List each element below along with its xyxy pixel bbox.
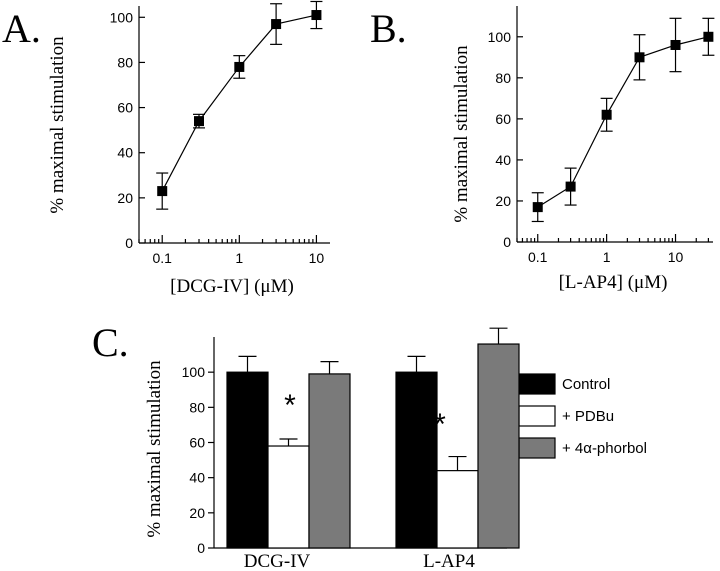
panel-a-x-tick-label: 0.1 <box>152 250 172 266</box>
panel-a-y-tick-label: 100 <box>110 9 134 25</box>
panel-a-x-tick-label: 1 <box>235 250 243 266</box>
legend-swatch-4a-phorbol <box>518 437 556 459</box>
panel-b-y-tick-label: 60 <box>495 111 511 127</box>
panel-c-y-tick-label: 60 <box>189 435 205 451</box>
legend-item-control: Control <box>518 373 610 395</box>
panel-b-data-point <box>532 202 543 213</box>
panel-c-y-tick-label: 100 <box>182 364 206 380</box>
panel-b-letter: B. <box>370 6 407 51</box>
legend-item-pdbu: + PDBu <box>518 405 614 427</box>
panel-b-data-point <box>565 181 576 192</box>
panel-b-xlabel: [L-AP4] (μM) <box>559 272 668 293</box>
panel-b-data-point <box>634 52 645 63</box>
panel-a-y-tick-label: 60 <box>117 100 133 116</box>
legend-swatch-pdbu <box>518 405 556 427</box>
panel-c-letter: C. <box>92 320 129 365</box>
panel-b-x-tick-label: 10 <box>668 249 684 265</box>
panel-a-data-point <box>193 116 204 127</box>
panel-c-bar <box>477 343 520 549</box>
panel-c-y-tick-label: 40 <box>189 470 205 486</box>
legend-label-4a-phorbol: + 4α-phorbol <box>562 440 647 457</box>
panel-c-bar <box>226 371 269 549</box>
panel-a-y-tick-label: 20 <box>117 190 133 206</box>
panel-b-y-tick-label: 40 <box>495 152 511 168</box>
legend-swatch-control <box>518 373 556 395</box>
panel-a-xlabel: [DCG-IV] (μM) <box>170 276 294 297</box>
panel-c-y-tick-label: 0 <box>197 540 205 556</box>
panel-c-ylabel: % maximal stimulation <box>144 360 165 538</box>
panel-c-bar <box>308 373 351 549</box>
panel-c-bar <box>436 470 479 549</box>
panel-b-y-tick-label: 0 <box>503 234 511 250</box>
panel-a-ylabel: % maximal stimulation <box>47 36 68 214</box>
panel-b-y-tick-label: 20 <box>495 193 511 209</box>
panel-a-x-tick-label: 10 <box>309 250 325 266</box>
category-label-l-ap4: L-AP4 <box>423 551 475 571</box>
legend: Control + PDBu + 4α-phorbol <box>518 373 647 459</box>
panel-a-y-tick-label: 80 <box>117 54 133 70</box>
panel-b-x-tick-label: 1 <box>603 249 611 265</box>
panel-a-y-tick-label: 0 <box>125 235 133 251</box>
panel-a: A. % maximal stimulation [DCG-IV] (μM) 0… <box>2 0 330 297</box>
panel-b-y-tick-label: 80 <box>495 70 511 86</box>
panel-b-data-point <box>670 39 681 50</box>
panel-c-bar <box>267 445 310 549</box>
panel-b-y-tick-label: 100 <box>488 29 512 45</box>
panel-a-series-line <box>161 14 317 192</box>
panel-c-y-tick-label: 20 <box>189 505 205 521</box>
panel-a-data-point <box>271 19 282 30</box>
category-label-dcg-iv: DCG-IV <box>244 551 311 571</box>
panel-b: B. % maximal stimulation [L-AP4] (μM) 0 2… <box>370 6 715 293</box>
panel-b-series-line <box>537 36 709 208</box>
significance-marker-dcg-iv: * <box>284 389 296 422</box>
panel-b-data-point <box>601 109 612 120</box>
panel-b-ylabel: % maximal stimulation <box>451 45 472 223</box>
panel-a-data-point <box>234 61 245 72</box>
panel-b-data-point <box>703 31 714 42</box>
panel-b-x-tick-label: 0.1 <box>528 249 548 265</box>
legend-label-pdbu: + PDBu <box>562 408 614 425</box>
panel-a-letter: A. <box>2 6 41 51</box>
panel-a-y-tick-label: 40 <box>117 145 133 161</box>
panel-c-bar <box>395 371 438 549</box>
panel-c-y-tick-label: 80 <box>189 399 205 415</box>
panel-a-data-point <box>311 10 322 21</box>
panel-c: C. % maximal stimulation DCG-IV L-AP4 * … <box>92 320 647 571</box>
legend-item-4a-phorbol: + 4α-phorbol <box>518 437 647 459</box>
panel-a-data-point <box>157 186 168 197</box>
legend-label-control: Control <box>562 376 610 393</box>
